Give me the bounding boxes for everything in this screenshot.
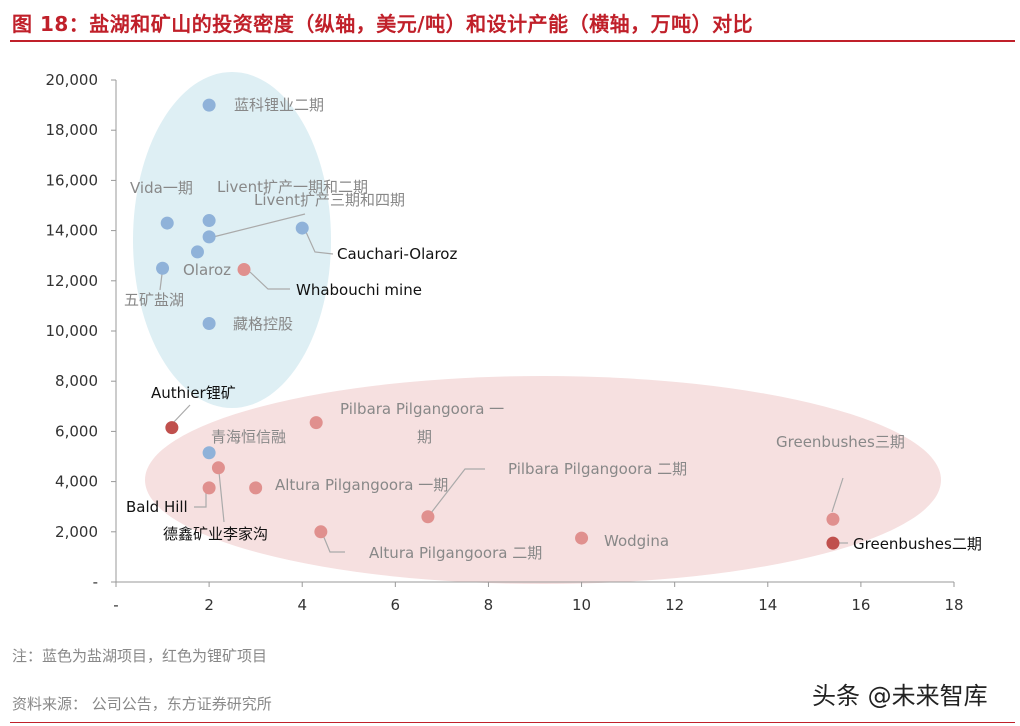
x-tick-label: -: [113, 596, 118, 614]
data-point: [421, 510, 435, 524]
point-label: Whabouchi mine: [296, 281, 422, 299]
data-point: [295, 221, 309, 235]
point-label: 藏格控股: [233, 315, 293, 333]
y-tick-label: 10,000: [46, 322, 99, 340]
title-divider: [10, 40, 1015, 42]
x-tick-label: 10: [572, 596, 591, 614]
leader-line: [831, 477, 844, 513]
data-point: [826, 536, 840, 550]
point-label: Livent扩产三期和四期: [254, 191, 405, 209]
leader-line: [159, 273, 163, 291]
data-point: [190, 245, 204, 259]
leader-line: [194, 493, 207, 508]
point-label: 五矿盐湖: [124, 291, 184, 309]
data-point: [211, 461, 225, 475]
watermark: 头条 @未来智库: [812, 682, 988, 710]
chart-note: 注：蓝色为盐湖项目，红色为锂矿项目: [12, 647, 268, 665]
point-label: 青海恒信融: [211, 428, 286, 446]
brine-group-ellipse: [133, 72, 331, 408]
point-label: Vida一期: [130, 179, 193, 197]
data-point: [202, 230, 216, 244]
data-point: [202, 214, 216, 228]
leader-line: [430, 468, 485, 514]
y-tick-label: 14,000: [46, 222, 99, 240]
chart-source: 资料来源： 公司公告，东方证券研究所: [12, 695, 272, 713]
mine-group-ellipse: [145, 376, 941, 584]
data-point: [826, 512, 840, 526]
point-label: Altura Pilgangoora 二期: [369, 544, 542, 562]
data-point: [314, 525, 328, 539]
y-tick-label: 4,000: [55, 473, 98, 491]
point-label: Authier锂矿: [151, 384, 236, 402]
leader-line: [171, 404, 191, 425]
data-point: [575, 531, 589, 545]
y-tick-label: 2,000: [55, 523, 98, 541]
data-point: [202, 481, 216, 495]
data-point: [202, 446, 216, 460]
point-label: Pilbara Pilgangoora 一: [340, 400, 504, 418]
point-label: Greenbushes二期: [853, 535, 982, 553]
y-tick-label: 16,000: [46, 171, 99, 189]
x-tick-label: 12: [665, 596, 684, 614]
y-tick-label: 6,000: [55, 422, 98, 440]
point-label: Cauchari-Olaroz: [337, 245, 457, 263]
point-label: 蓝科锂业二期: [234, 96, 324, 114]
data-point: [309, 416, 323, 430]
y-tick-label: 20,000: [46, 71, 99, 89]
x-tick-label: 16: [851, 596, 870, 614]
point-label-cont: 期: [417, 428, 432, 446]
data-point: [202, 316, 216, 330]
y-tick-label: 12,000: [46, 272, 99, 290]
leader-line: [212, 213, 306, 238]
x-tick-label: 4: [297, 596, 307, 614]
point-label: Bald Hill: [126, 498, 188, 516]
point-label: Olaroz: [183, 261, 231, 279]
data-point: [237, 263, 251, 277]
y-tick-label: 8,000: [55, 372, 98, 390]
data-point: [202, 98, 216, 112]
chart-title: 图 18：盐湖和矿山的投资密度（纵轴，美元/吨）和设计产能（横轴，万吨）对比: [12, 12, 754, 36]
leader-line: [218, 471, 225, 523]
point-label: Pilbara Pilgangoora 二期: [508, 460, 687, 478]
x-tick-label: 8: [484, 596, 494, 614]
x-tick-label: 18: [944, 596, 963, 614]
data-point: [160, 216, 174, 230]
point-label: Altura Pilgangoora 一期: [275, 476, 448, 494]
leader-line: [322, 534, 345, 553]
data-point: [165, 421, 179, 435]
y-tick-label: -: [93, 573, 98, 591]
footer-divider: [10, 722, 1015, 723]
data-point: [249, 481, 263, 495]
point-label: Greenbushes三期: [776, 433, 905, 451]
scatter-chart: - 2,000 4,000 6,000 8,000 10,000 12,000 14,000 1…: [46, 71, 982, 614]
y-tick-label: 18,000: [46, 121, 99, 139]
data-point: [156, 261, 170, 275]
leader-line: [249, 271, 290, 290]
x-tick-label: 14: [758, 596, 777, 614]
leader-line: [305, 231, 334, 255]
point-label: Livent扩产一期和二期: [217, 178, 368, 196]
point-label: 德鑫矿业李家沟: [163, 525, 268, 543]
point-label: Wodgina: [604, 532, 669, 550]
x-tick-label: 2: [204, 596, 214, 614]
x-tick-label: 6: [391, 596, 401, 614]
